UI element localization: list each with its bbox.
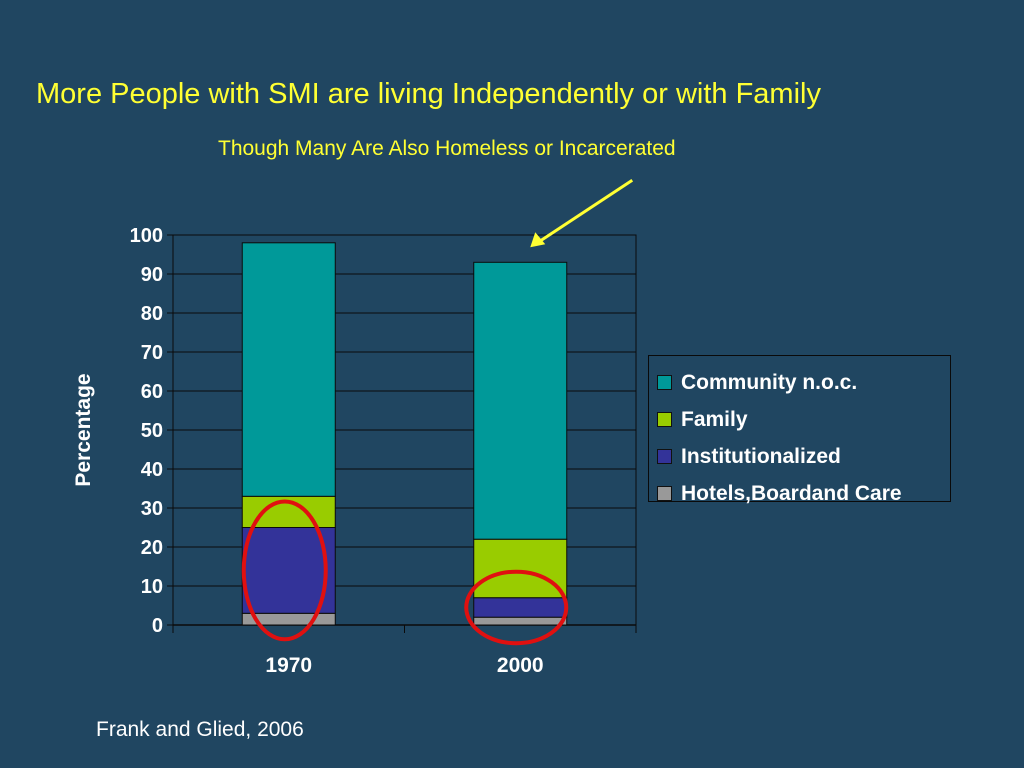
- legend-label-community: Community n.o.c.: [681, 370, 858, 394]
- bar-2000-family: [473, 538, 568, 599]
- highlight-circle: [241, 499, 328, 642]
- legend-swatch-community: [657, 375, 672, 390]
- y-tick-label: 50: [141, 420, 163, 442]
- x-tick-label: 2000: [497, 654, 544, 677]
- y-tick-label: 0: [152, 615, 163, 637]
- annotation-arrow-head: [530, 232, 546, 248]
- slide-subtitle: Though Many Are Also Homeless or Incarce…: [218, 137, 676, 160]
- y-tick-label: 30: [141, 498, 163, 520]
- y-tick-label: 60: [141, 381, 163, 403]
- legend-item-institutionalized: Institutionalized: [657, 438, 950, 475]
- y-tick-label: 90: [141, 264, 163, 286]
- legend-item-family: Family: [657, 401, 950, 438]
- bar-1970-community-n-o-c-: [241, 242, 336, 497]
- bar-1970-institutionalized: [241, 527, 336, 614]
- x-tick-label: 1970: [265, 654, 312, 677]
- legend-swatch-hotels: [657, 486, 672, 501]
- legend-item-hotels: Hotels,Boardand Care: [657, 475, 950, 512]
- citation: Frank and Glied, 2006: [96, 718, 304, 741]
- legend-item-community: Community n.o.c.: [657, 364, 950, 401]
- y-axis-label: Percentage: [72, 373, 95, 486]
- legend-swatch-family: [657, 412, 672, 427]
- legend-swatch-institutionalized: [657, 449, 672, 464]
- slide-title: More People with SMI are living Independ…: [36, 78, 821, 110]
- y-tick-label: 10: [141, 576, 163, 598]
- y-tick-label: 100: [130, 225, 163, 247]
- legend-label-institutionalized: Institutionalized: [681, 444, 841, 468]
- y-tick-label: 80: [141, 303, 163, 325]
- bar-2000-community-n-o-c-: [473, 261, 568, 540]
- bar-2000-hotels-boardand-care: [473, 616, 568, 626]
- bar-2000-institutionalized: [473, 597, 568, 618]
- y-tick-label: 20: [141, 537, 163, 559]
- legend-label-hotels: Hotels,Boardand Care: [681, 481, 902, 505]
- chart-legend: Community n.o.c. Family Institutionalize…: [648, 355, 951, 505]
- y-tick-label: 40: [141, 459, 163, 481]
- highlight-circle: [464, 569, 569, 646]
- y-tick-label: 70: [141, 342, 163, 364]
- legend-label-family: Family: [681, 407, 748, 431]
- annotation-arrow-shaft: [537, 179, 634, 244]
